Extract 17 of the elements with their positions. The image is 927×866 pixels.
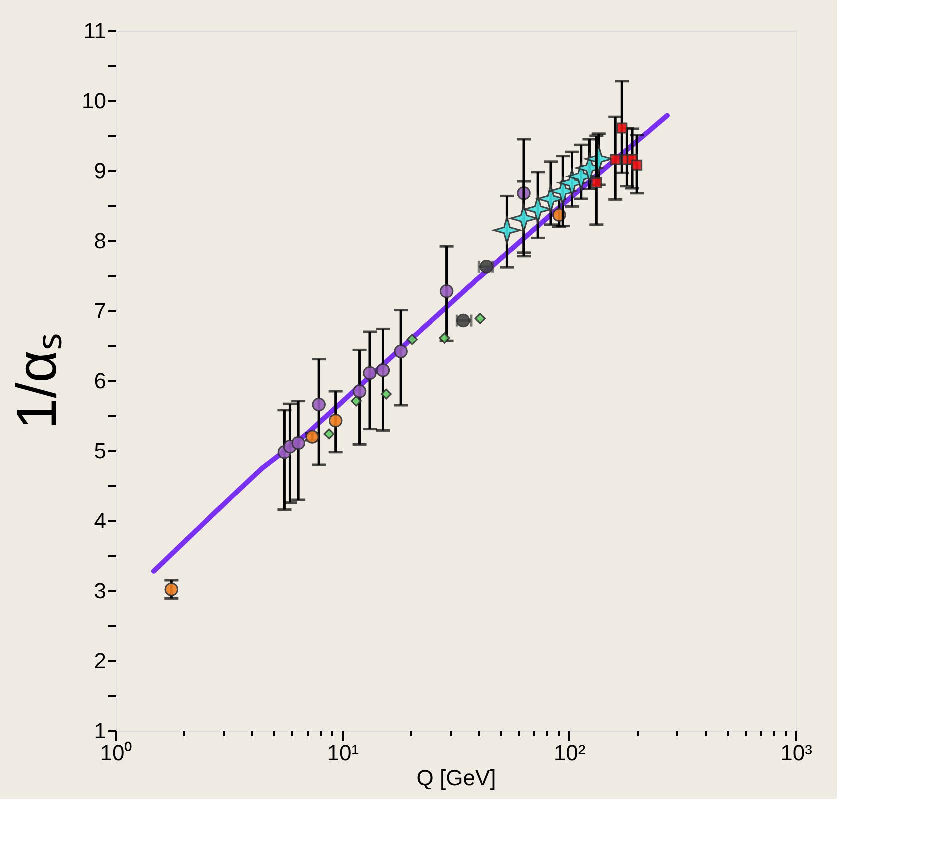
y-tick-label: 2 (94, 648, 106, 674)
y-tick-label: 9 (94, 158, 106, 184)
y-tick-label: 10 (82, 88, 106, 114)
x-tick-label: 10³ (780, 740, 812, 766)
x-tick-label: 10¹ (327, 740, 360, 766)
y-tick-label: 4 (94, 508, 106, 534)
x-axis-title: Q [GeV] (416, 766, 496, 790)
y-tick-label: 11 (84, 18, 106, 44)
y-tick-label: 1 (94, 718, 106, 744)
y-tick-label: 7 (94, 298, 106, 324)
y-tick-label: 5 (94, 438, 106, 464)
y-tick-label: 6 (94, 368, 106, 394)
y-tick-label: 8 (94, 228, 106, 254)
y-tick-label: 3 (94, 578, 106, 604)
x-tick-label: 10⁰ (100, 740, 133, 766)
x-tick-label: 10² (554, 740, 586, 766)
y-axis-title: 1/αₛ (5, 333, 68, 430)
